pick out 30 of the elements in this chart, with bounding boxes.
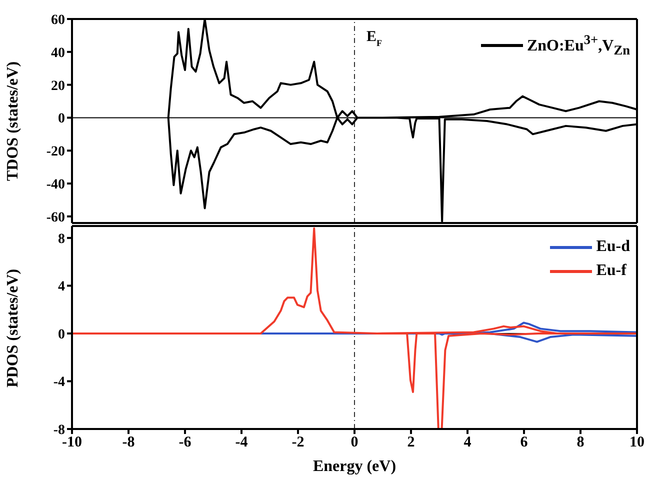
x-tick-label: 2 [407, 434, 415, 451]
x-tick-label: -2 [292, 434, 304, 451]
y-tick-label: 20 [51, 78, 65, 94]
x-tick-label: 10 [630, 434, 644, 451]
y-tick-label: 40 [51, 46, 65, 61]
x-tick-label: 0 [350, 434, 358, 451]
legend-label: ZnO:Eu$^{3+}$,V$_{Zn}$ [526, 31, 630, 60]
y-tick-label: -40 [46, 177, 65, 192]
y-tick-label: -20 [46, 144, 65, 160]
y-tick-label: -8 [53, 422, 65, 438]
y-tick-label: 0 [58, 112, 65, 127]
x-axis-title: Energy (eV) [312, 458, 396, 475]
y-tick-label: 60 [51, 12, 65, 28]
y-axis-title: PDOS (states/eV) [4, 268, 22, 388]
y-axis-title: TDOS (states/eV) [4, 61, 22, 181]
y-tick-label: -60 [46, 210, 65, 226]
y-tick-label: 8 [58, 232, 65, 247]
x-tick-label: -6 [178, 434, 192, 451]
legend-label: Eu-f [596, 261, 626, 281]
ref-line-label: E$_{F}$ [366, 29, 383, 48]
legend-label: Eu-d [596, 237, 630, 257]
x-tick-label: 4 [464, 434, 472, 451]
x-tick-label: -8 [122, 434, 135, 451]
x-tick-label: -4 [235, 434, 248, 451]
y-tick-label: 4 [58, 280, 65, 295]
y-tick-label: 0 [58, 327, 65, 342]
x-tick-label: 6 [520, 434, 528, 451]
x-tick-label: 8 [576, 434, 584, 451]
x-tick-label: -10 [62, 434, 82, 451]
y-tick-label: -4 [53, 375, 65, 390]
